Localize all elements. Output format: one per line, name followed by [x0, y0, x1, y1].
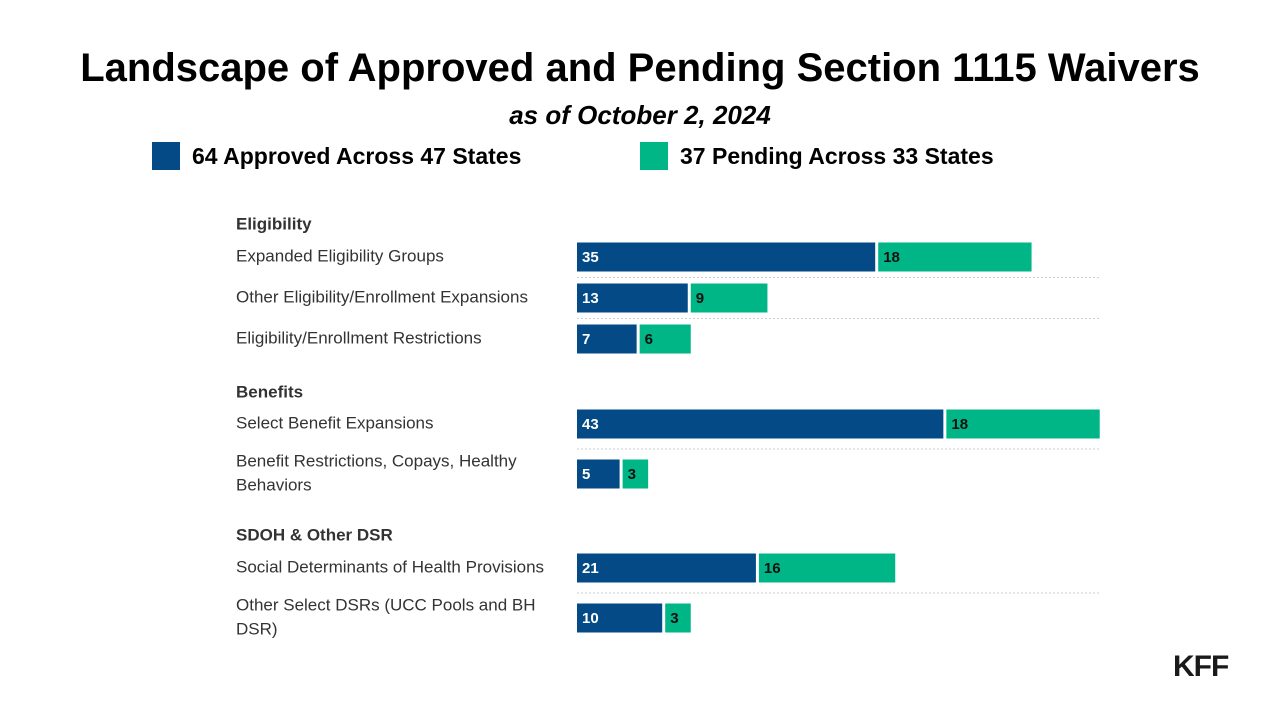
bar-approved: [577, 409, 944, 439]
legend-label-pending: 37 Pending Across 33 States: [680, 142, 994, 169]
bar-pending: [639, 324, 691, 354]
category-label: Behaviors: [236, 475, 312, 494]
legend-swatch-approved: [152, 142, 180, 170]
data-label: 7: [582, 331, 590, 348]
chart-title: Landscape of Approved and Pending Sectio…: [80, 46, 1200, 90]
category-label: Social Determinants of Health Provisions: [236, 557, 544, 576]
category-label: Other Select DSRs (UCC Pools and BH: [236, 595, 536, 614]
bar-pending: [622, 459, 649, 489]
category-label: Other Eligibility/Enrollment Expansions: [236, 287, 528, 306]
legend-label-approved: 64 Approved Across 47 States: [192, 142, 522, 169]
bar-pending: [946, 409, 1100, 439]
bar-pending: [665, 603, 691, 633]
data-label: 3: [670, 610, 678, 627]
category-label: Expanded Eligibility Groups: [236, 246, 444, 265]
category-label: Eligibility/Enrollment Restrictions: [236, 328, 482, 347]
data-label: 9: [696, 290, 704, 307]
data-label: 13: [582, 290, 599, 307]
category-label: DSR): [236, 619, 278, 638]
bar-pending: [878, 242, 1032, 272]
bar-pending: [758, 553, 896, 583]
bar-approved: [577, 603, 663, 633]
data-label: 18: [951, 416, 968, 433]
category-label: Select Benefit Expansions: [236, 413, 434, 432]
bar-approved: [577, 283, 688, 313]
group-label: Benefits: [236, 382, 303, 401]
data-label: 43: [582, 416, 599, 433]
data-label: 5: [582, 466, 590, 483]
legend-item-pending: 37 Pending Across 33 States: [640, 142, 994, 170]
data-label: 16: [764, 560, 781, 577]
group-label: SDOH & Other DSR: [236, 525, 393, 544]
data-label: 21: [582, 560, 599, 577]
kff-logo: KFF: [1173, 650, 1229, 683]
bar-approved: [577, 242, 876, 272]
data-label: 6: [645, 331, 653, 348]
legend-swatch-pending: [640, 142, 668, 170]
chart-subtitle: as of October 2, 2024: [509, 100, 771, 130]
category-label: Benefit Restrictions, Copays, Healthy: [236, 451, 517, 470]
bar-approved: [577, 553, 756, 583]
bar-approved: [577, 324, 637, 354]
data-label: 10: [582, 610, 599, 627]
bar-pending: [690, 283, 768, 313]
data-label: 18: [883, 249, 900, 266]
legend-item-approved: 64 Approved Across 47 States: [152, 142, 521, 170]
group-label: Eligibility: [236, 214, 312, 233]
data-label: 3: [628, 466, 636, 483]
data-label: 35: [582, 249, 599, 266]
bar-approved: [577, 459, 620, 489]
